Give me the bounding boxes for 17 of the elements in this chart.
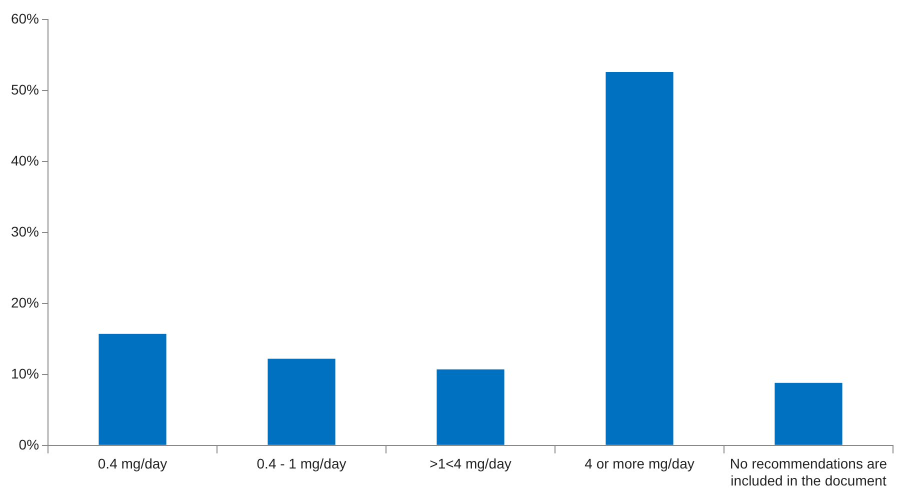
- y-tick-label: 50%: [10, 81, 40, 98]
- y-tick-label: 60%: [10, 10, 40, 26]
- y-tick-label: 40%: [10, 152, 40, 168]
- bar: [606, 72, 674, 445]
- bar: [268, 358, 336, 445]
- x-tick-label: 4 or more mg/day: [584, 456, 694, 472]
- x-tick-label: 0.4 mg/day: [98, 456, 168, 472]
- x-tick-label: No recommendations are included in the document: [730, 456, 888, 488]
- bar: [436, 369, 504, 445]
- y-tick-label: 10%: [10, 365, 40, 382]
- x-tick-label: >1<4 mg/day: [430, 456, 512, 472]
- y-tick-label: 30%: [10, 223, 40, 240]
- bar: [98, 334, 166, 445]
- y-tick-label: 0%: [18, 436, 40, 452]
- x-tick-label: 0.4 - 1 mg/day: [256, 456, 346, 472]
- bar: [774, 382, 842, 445]
- y-tick-label: 20%: [10, 294, 40, 310]
